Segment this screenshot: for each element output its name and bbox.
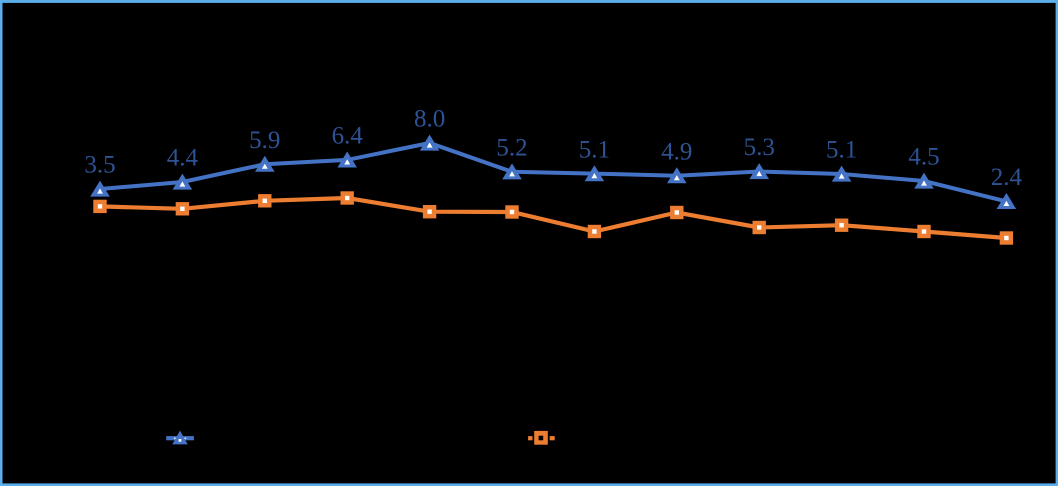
svg-text:5.1: 5.1 bbox=[579, 136, 610, 163]
svg-text:5.9: 5.9 bbox=[249, 127, 280, 154]
svg-text:3.5: 3.5 bbox=[84, 151, 115, 178]
svg-text:4.5: 4.5 bbox=[908, 144, 939, 171]
svg-text:5.2: 5.2 bbox=[496, 135, 527, 162]
svg-text:4.4: 4.4 bbox=[167, 145, 199, 172]
svg-text:4.9: 4.9 bbox=[661, 138, 692, 165]
svg-text:5.1: 5.1 bbox=[826, 137, 857, 164]
svg-text:2.4: 2.4 bbox=[991, 164, 1023, 191]
svg-text:5.3: 5.3 bbox=[744, 134, 775, 161]
svg-text:6.4: 6.4 bbox=[332, 123, 364, 150]
svg-text:8.0: 8.0 bbox=[414, 106, 445, 133]
